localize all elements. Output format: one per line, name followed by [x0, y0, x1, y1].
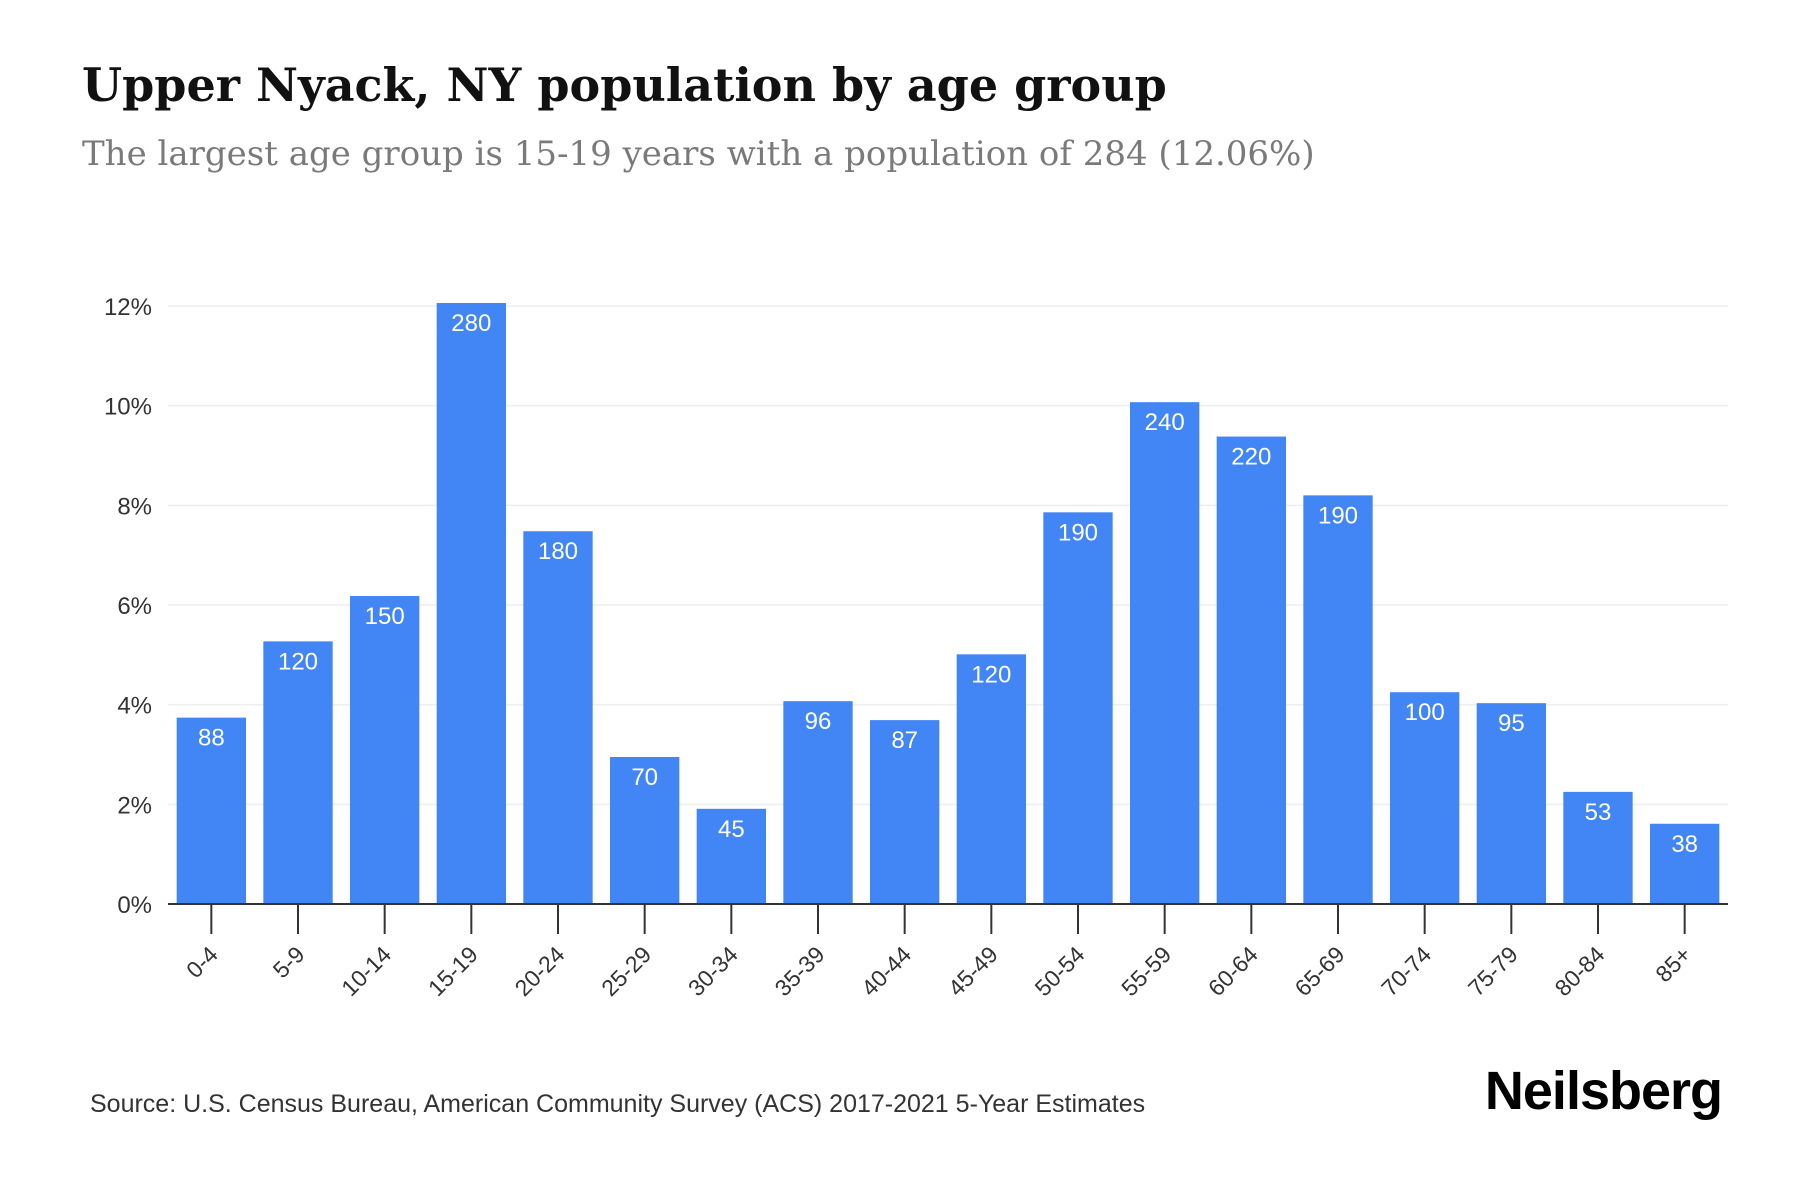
x-tick-label: 70-74	[1376, 941, 1436, 1001]
y-tick-label: 10%	[104, 394, 152, 421]
bar-value-label: 53	[1585, 799, 1612, 826]
bar-value-label: 88	[198, 725, 225, 752]
bar	[436, 303, 506, 904]
bar	[1043, 512, 1113, 904]
bar-value-label: 280	[451, 310, 491, 337]
x-tick-label: 80-84	[1550, 941, 1610, 1001]
x-tick-label: 30-34	[683, 941, 743, 1001]
bar	[870, 720, 940, 904]
bar	[1130, 402, 1200, 904]
x-tick-label: 45-49	[943, 941, 1003, 1001]
gridlines	[168, 305, 1728, 806]
bar-value-label: 96	[805, 708, 832, 735]
y-tick-label: 8%	[117, 493, 152, 520]
bar	[1303, 495, 1373, 904]
bar-value-label: 120	[971, 661, 1011, 688]
bar	[1216, 436, 1286, 904]
bar	[176, 717, 246, 904]
bar	[696, 808, 766, 904]
bar	[956, 654, 1026, 904]
bars	[176, 303, 1720, 904]
bar-value-label: 240	[1145, 409, 1185, 436]
chart-subtitle: The largest age group is 15-19 years wit…	[82, 134, 1315, 174]
bar	[1390, 692, 1460, 904]
y-tick-label: 0%	[117, 892, 152, 919]
y-axis-ticks: 0% 2% 4% 6% 8% 10% 12%	[104, 294, 152, 919]
x-axis: 0-4 5-9 10-14 15-19 20-24 25-29 30-34 35-39 40-4…	[168, 903, 1728, 1001]
x-tick-label: 20-24	[510, 941, 570, 1001]
y-tick-label: 6%	[117, 593, 152, 620]
chart-title: Upper Nyack, NY population by age group	[82, 58, 1167, 112]
x-tick-label: 35-39	[770, 941, 830, 1001]
bar	[350, 596, 420, 904]
x-tick-label: 5-9	[268, 941, 310, 983]
x-tick-label: 25-29	[596, 941, 656, 1001]
bar-value-label: 190	[1318, 502, 1358, 529]
bar-value-label: 45	[718, 816, 745, 843]
x-tick-label: 10-14	[336, 941, 396, 1001]
bar-value-label: 190	[1058, 519, 1098, 546]
bar	[1476, 703, 1546, 904]
bar-value-label: 95	[1498, 710, 1525, 737]
bar-value-label: 38	[1671, 831, 1698, 858]
y-tick-label: 2%	[117, 792, 152, 819]
bar-value-label: 120	[278, 648, 318, 675]
x-tick-label: 55-59	[1116, 941, 1176, 1001]
x-tick-label: 60-64	[1203, 941, 1263, 1001]
bar	[1563, 791, 1633, 904]
x-tick-label: 50-54	[1030, 941, 1090, 1001]
bar-value-label: 150	[365, 603, 405, 630]
x-tick-label: 75-79	[1463, 941, 1523, 1001]
bar	[523, 531, 593, 904]
y-tick-label: 4%	[117, 693, 152, 720]
y-tick-label: 12%	[104, 294, 152, 321]
x-tick-label: 0-4	[181, 941, 223, 983]
bar-value-label: 100	[1405, 699, 1445, 726]
x-tick-label: 15-19	[423, 941, 483, 1001]
bar-value-labels: 88 120 150 280 180 70 45 96 87 120 190 240 220 190 100…	[198, 310, 1698, 858]
source-note: Source: U.S. Census Bureau, American Com…	[90, 1090, 1146, 1118]
bar-value-label: 180	[538, 538, 578, 565]
bar	[610, 756, 680, 904]
bar	[783, 701, 853, 904]
bar-value-label: 220	[1231, 444, 1271, 471]
bar-value-label: 87	[891, 727, 918, 754]
brand-logo: Neilsberg	[1484, 1061, 1723, 1121]
x-tick-label: 40-44	[856, 941, 916, 1001]
bar	[263, 641, 333, 904]
x-tick-label: 85+	[1650, 941, 1696, 987]
x-tick-label: 65-69	[1290, 941, 1350, 1001]
bar	[1650, 823, 1720, 904]
bar-value-label: 70	[631, 764, 658, 791]
